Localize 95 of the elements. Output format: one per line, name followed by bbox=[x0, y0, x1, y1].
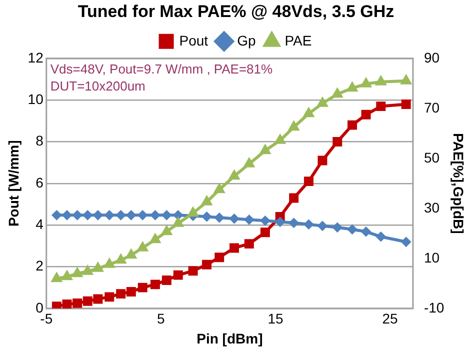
point bbox=[243, 157, 255, 168]
point bbox=[244, 214, 254, 225]
point bbox=[188, 266, 198, 276]
point bbox=[230, 243, 239, 253]
point bbox=[360, 77, 372, 88]
point bbox=[115, 254, 127, 264]
point bbox=[318, 156, 328, 166]
point bbox=[160, 225, 172, 236]
point bbox=[138, 282, 148, 292]
point bbox=[138, 210, 148, 220]
point bbox=[116, 289, 126, 299]
y-tick-label: 0 bbox=[36, 299, 44, 316]
point bbox=[116, 210, 126, 220]
point bbox=[360, 226, 371, 237]
legend-label: Pout bbox=[179, 32, 208, 48]
legend-label: PAE bbox=[284, 32, 312, 48]
point bbox=[361, 110, 371, 120]
point bbox=[244, 239, 254, 249]
point bbox=[375, 75, 387, 86]
point bbox=[214, 212, 224, 223]
point bbox=[401, 236, 412, 247]
point bbox=[125, 248, 137, 259]
point bbox=[93, 294, 103, 304]
y-axis-title: Pout [W/mm] bbox=[5, 140, 22, 227]
x-tick-label: 15 bbox=[268, 310, 284, 327]
x-tick-label: 5 bbox=[157, 310, 166, 327]
point bbox=[214, 183, 226, 194]
point bbox=[304, 176, 314, 186]
point bbox=[303, 107, 314, 118]
point bbox=[150, 280, 160, 290]
point bbox=[187, 206, 199, 217]
x-tick-label: 25 bbox=[382, 310, 398, 327]
point bbox=[332, 222, 342, 232]
point bbox=[150, 210, 160, 220]
point bbox=[332, 136, 342, 146]
point bbox=[62, 299, 72, 308]
y2-tick-label: 10 bbox=[424, 249, 440, 266]
y-tick-label: 8 bbox=[36, 132, 44, 149]
point bbox=[260, 216, 270, 226]
point bbox=[202, 260, 212, 270]
y2-tick-label: -10 bbox=[424, 299, 444, 316]
y2-tick-label: 30 bbox=[424, 199, 440, 216]
point bbox=[104, 210, 114, 220]
point bbox=[348, 120, 357, 130]
legend-label: Gp bbox=[237, 32, 256, 48]
point bbox=[162, 210, 172, 220]
annotation: Vds=48V, Pout=9.7 W/mm , PAE=81% bbox=[50, 61, 274, 76]
point bbox=[376, 102, 386, 112]
y2-axis-title: PAE[%],Gp[dB] bbox=[450, 132, 467, 234]
y-tick-label: 4 bbox=[36, 216, 44, 232]
y-tick-label: 6 bbox=[36, 174, 44, 190]
point bbox=[82, 210, 93, 220]
point bbox=[376, 232, 386, 242]
point bbox=[72, 210, 82, 220]
point bbox=[173, 270, 183, 280]
point bbox=[229, 214, 240, 224]
y-tick-label: 12 bbox=[28, 49, 44, 66]
point bbox=[92, 210, 103, 220]
point bbox=[214, 252, 224, 262]
point bbox=[202, 212, 212, 222]
point bbox=[274, 134, 286, 144]
point bbox=[82, 296, 92, 306]
point bbox=[317, 220, 328, 231]
point bbox=[347, 224, 358, 234]
y2-tick-label: 90 bbox=[424, 49, 440, 66]
point bbox=[126, 286, 136, 296]
point bbox=[228, 170, 240, 180]
point bbox=[52, 210, 62, 220]
point bbox=[289, 193, 299, 203]
point bbox=[150, 233, 161, 244]
y2-tick-label: 70 bbox=[424, 99, 440, 116]
point bbox=[288, 218, 299, 228]
y-tick-label: 10 bbox=[28, 90, 44, 107]
y-tick-label: 2 bbox=[36, 258, 44, 274]
x-axis-title: Pin [dBm] bbox=[196, 330, 263, 346]
point bbox=[401, 99, 411, 109]
point bbox=[104, 292, 114, 302]
point bbox=[346, 82, 358, 92]
point bbox=[400, 74, 412, 84]
point bbox=[72, 298, 82, 308]
point bbox=[332, 88, 344, 98]
point bbox=[288, 120, 300, 131]
point bbox=[304, 219, 314, 230]
point bbox=[259, 144, 271, 154]
point bbox=[260, 228, 270, 238]
point bbox=[62, 210, 72, 220]
point bbox=[162, 276, 172, 286]
annotation: DUT=10x200um bbox=[50, 78, 146, 94]
point bbox=[172, 216, 184, 227]
chart-title: Tuned for Max PAE% @ 48Vds, 3.5 GHz bbox=[78, 2, 394, 21]
y2-tick-label: 50 bbox=[424, 149, 440, 166]
point bbox=[126, 210, 136, 220]
point bbox=[201, 195, 212, 206]
point bbox=[316, 96, 328, 107]
point bbox=[275, 216, 286, 227]
